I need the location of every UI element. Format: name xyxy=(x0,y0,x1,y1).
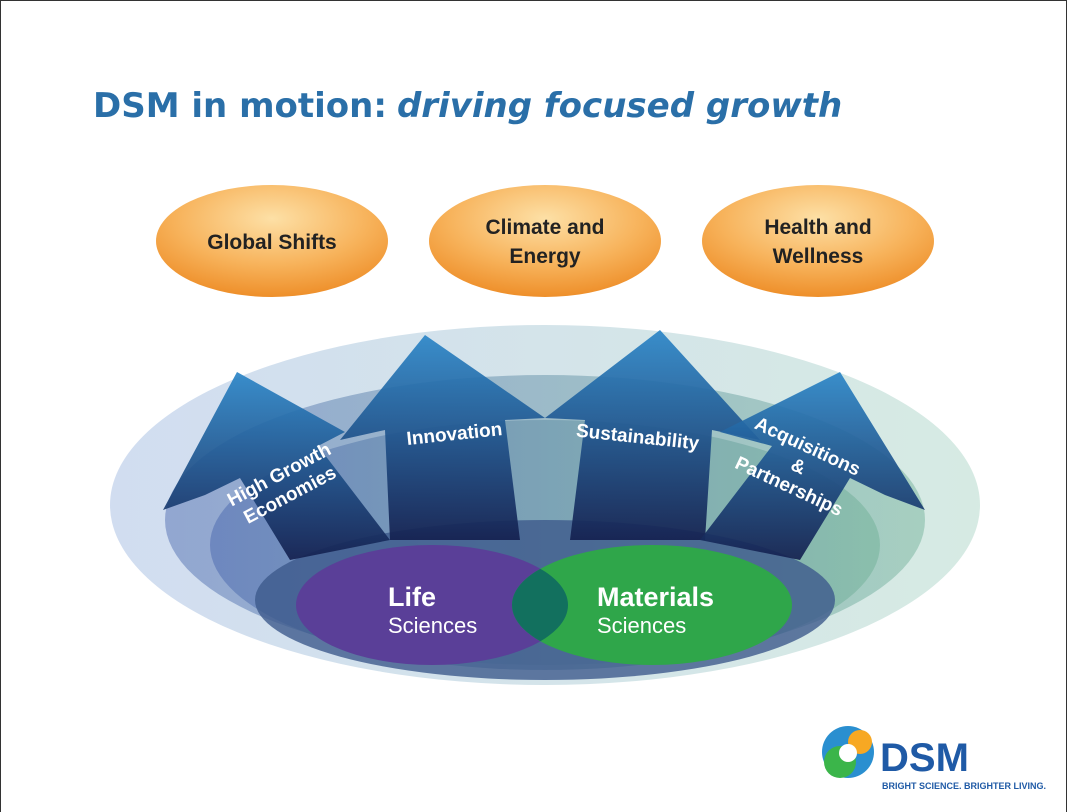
driver-label: Global Shifts xyxy=(207,231,337,254)
drivers: Global Shifts Climate and Energy Health a… xyxy=(156,185,934,297)
driver-oval xyxy=(156,185,388,297)
lever-arrow xyxy=(700,372,925,560)
lever-arrow xyxy=(340,335,545,540)
core-sub: Sciences xyxy=(388,613,477,638)
core-name: Materials xyxy=(597,582,714,612)
driver-label: Health and Wellness xyxy=(764,216,871,268)
life-sciences-ellipse xyxy=(296,545,568,665)
materials-sciences-ellipse xyxy=(512,545,792,665)
lever-arrow xyxy=(163,372,390,560)
logo-name: DSM xyxy=(880,736,969,780)
slide-title: DSM in motion: driving focused growth xyxy=(93,86,842,126)
logo-tagline: BRIGHT SCIENCE. BRIGHTER LIVING. xyxy=(882,781,1046,791)
levers: High GrowthEconomies Innovation Sustaina… xyxy=(163,330,925,560)
core-sub: Sciences xyxy=(597,613,686,638)
driver-oval xyxy=(429,185,661,297)
core: Life Sciences Materials Sciences xyxy=(296,545,792,665)
driver-oval xyxy=(702,185,934,297)
logo: DSM BRIGHT SCIENCE. BRIGHTER LIVING. xyxy=(822,726,1046,791)
lever-arrow xyxy=(545,330,760,540)
driver-label: Climate and Energy xyxy=(485,216,604,268)
logo-mark xyxy=(839,744,857,762)
core-name: Life xyxy=(388,582,436,612)
